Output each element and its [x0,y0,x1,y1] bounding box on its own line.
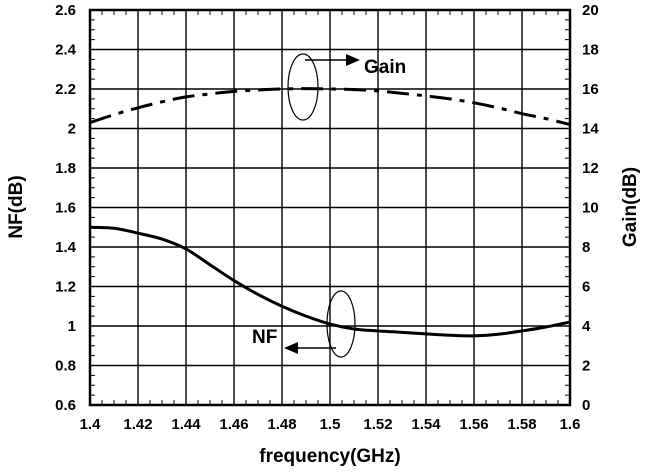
y-left-tick-label: 2.2 [55,81,76,98]
x-axis-title: frequency(GHz) [259,446,400,467]
y-left-tick-label: 2.6 [55,2,76,19]
x-tick-label: 1.48 [267,416,296,433]
y-right-tick-label: 10 [582,200,599,217]
plot-frame [88,8,572,407]
x-tick-label: 1.44 [171,416,201,433]
y-left-tick-label: 2 [68,121,76,138]
x-tick-label: 1.58 [507,416,536,433]
nf-annotation-ellipse [326,290,356,358]
x-tick-label: 1.4 [80,416,102,433]
y-left-tick-label: 2.4 [55,42,77,59]
x-tick-label: 1.6 [560,416,581,433]
y-left-tick-label: 1.2 [55,279,76,296]
y-left-tick-labels: 0.6 0.8 1 1.2 1.4 1.6 1.8 2 2.2 2.4 2.6 [55,2,77,414]
y-right-tick-label: 14 [582,121,599,138]
y-right-tick-label: 6 [582,279,590,296]
y-right-tick-label: 16 [582,81,599,98]
y-right-tick-label: 0 [582,397,590,414]
nf-arrowhead [284,342,298,354]
x-tick-label: 1.52 [363,416,392,433]
x-tick-label: 1.46 [219,416,248,433]
gain-annotation-label: Gain [364,57,406,78]
x-tick-label: 1.56 [459,416,488,433]
y-right-tick-labels: 0 2 4 6 8 10 12 14 16 18 20 [582,2,599,414]
y-left-axis-title: NF(dB) [6,175,27,238]
series-line-nf [89,225,571,338]
y-left-tick-label: 0.8 [55,358,76,375]
x-tick-label: 1.42 [123,416,152,433]
y-left-tick-label: 0.6 [55,397,76,414]
x-tick-label: 1.54 [411,416,441,433]
y-left-tick-label: 1.6 [55,200,76,217]
x-tick-labels: 1.4 1.42 1.44 1.46 1.48 1.5 1.52 1.54 1.56 1.58 1.… [80,416,581,433]
gain-annotation-ellipse [287,53,319,121]
y-left-tick-label: 1.8 [55,160,76,177]
series-lines [89,87,571,338]
y-left-tick-label: 1.4 [55,239,77,256]
series-line-gain [89,87,571,127]
x-tick-label: 1.5 [320,416,341,433]
nf-annotation-label: NF [252,327,277,348]
y-right-tick-label: 8 [582,239,590,256]
gain-arrowhead [346,54,360,66]
y-right-axis-title: Gain(dB) [620,167,641,247]
y-right-tick-label: 4 [582,318,591,335]
y-right-tick-label: 2 [582,358,590,375]
y-right-tick-label: 18 [582,42,599,59]
y-right-tick-label: 12 [582,160,599,177]
y-right-tick-label: 20 [582,2,599,19]
y-left-tick-label: 1 [68,318,76,335]
